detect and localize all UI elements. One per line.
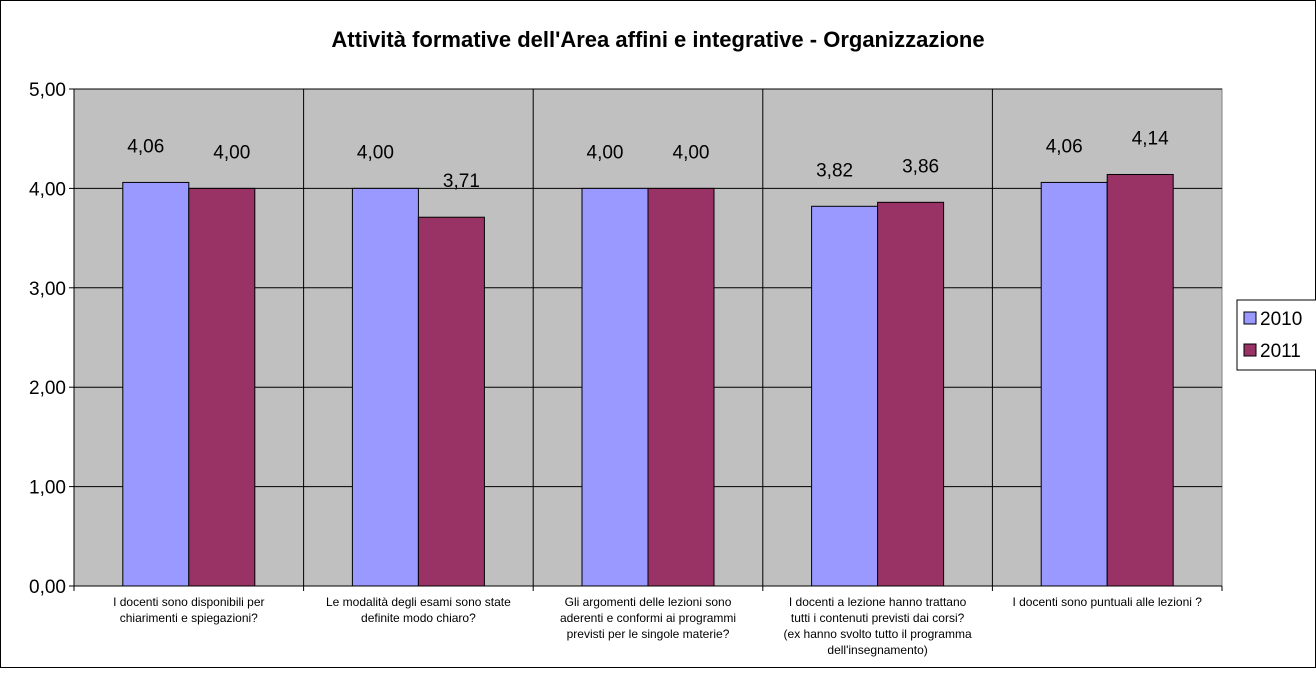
legend: 2010 2011: [1236, 299, 1316, 371]
y-tick-label: 0,00: [29, 577, 66, 598]
y-tick-label: 2,00: [29, 378, 66, 399]
x-tick-label: Le modalità degli esami sono state: [326, 595, 511, 609]
legend-label-2010: 2010: [1260, 309, 1302, 330]
data-label-2010: 4,00: [587, 142, 624, 163]
bar-2010: [351, 187, 419, 587]
chart-title: Attività formative dell'Area affini e in…: [331, 27, 984, 52]
y-tick-label: 5,00: [29, 80, 66, 101]
bar-2010: [122, 181, 190, 587]
y-tick-label: 3,00: [29, 279, 66, 300]
data-label-2010: 4,06: [1046, 136, 1083, 157]
bar-2011: [188, 187, 256, 587]
y-tick-label: 4,00: [29, 179, 66, 200]
legend-swatch-2010: [1243, 311, 1257, 325]
data-label-2010: 4,00: [357, 142, 394, 163]
y-tick-label: 1,00: [29, 478, 66, 499]
x-tick-label: dell'insegnamento): [827, 643, 927, 657]
x-tick-label: I docenti sono disponibili per: [113, 595, 264, 609]
data-labels: 4,06 4,00 4,00 3,71 4,00 4,00 3,82 3,86 4,06 4,14: [127, 128, 1169, 192]
x-tick-label: aderenti e conformi ai programmi: [560, 611, 736, 625]
data-label-2010: 4,06: [127, 136, 164, 157]
data-label-2011: 4,00: [213, 142, 250, 163]
bar-2010: [811, 205, 879, 587]
axes: 0,00 1,00 2,00 3,00 4,00 5,00 I docenti sono d…: [29, 80, 1223, 657]
data-label-2011: 3,71: [443, 171, 480, 192]
data-label-2011: 4,14: [1132, 128, 1169, 149]
bar-2010: [1040, 181, 1108, 587]
bar-2011: [877, 201, 945, 587]
legend-swatch-2011: [1243, 343, 1257, 357]
data-label-2010: 3,82: [816, 160, 853, 181]
x-tick-label: definite modo chiaro?: [361, 611, 476, 625]
x-tick-label: Gli argomenti delle lezioni sono: [565, 595, 732, 609]
legend-label-2011: 2011: [1260, 341, 1301, 362]
bars: [122, 173, 1174, 587]
bar-2011: [1106, 173, 1174, 587]
x-tick-label: I docenti a lezione hanno trattano: [789, 595, 967, 609]
data-label-2011: 3,86: [902, 156, 939, 177]
bar-2011: [417, 216, 485, 587]
data-label-2011: 4,00: [673, 142, 710, 163]
x-tick-label: chiarimenti e spiegazioni?: [120, 611, 258, 625]
bar-2011: [647, 187, 715, 587]
bar-2010: [581, 187, 649, 587]
x-tick-label: tutti i contenuti previsti dai corsi?: [791, 611, 965, 625]
x-tick-label: (ex hanno svolto tutto il programma: [784, 627, 972, 641]
x-tick-label: I docenti sono puntuali alle lezioni ?: [1012, 595, 1202, 609]
x-tick-label: previsti per le singole materie?: [567, 627, 730, 641]
